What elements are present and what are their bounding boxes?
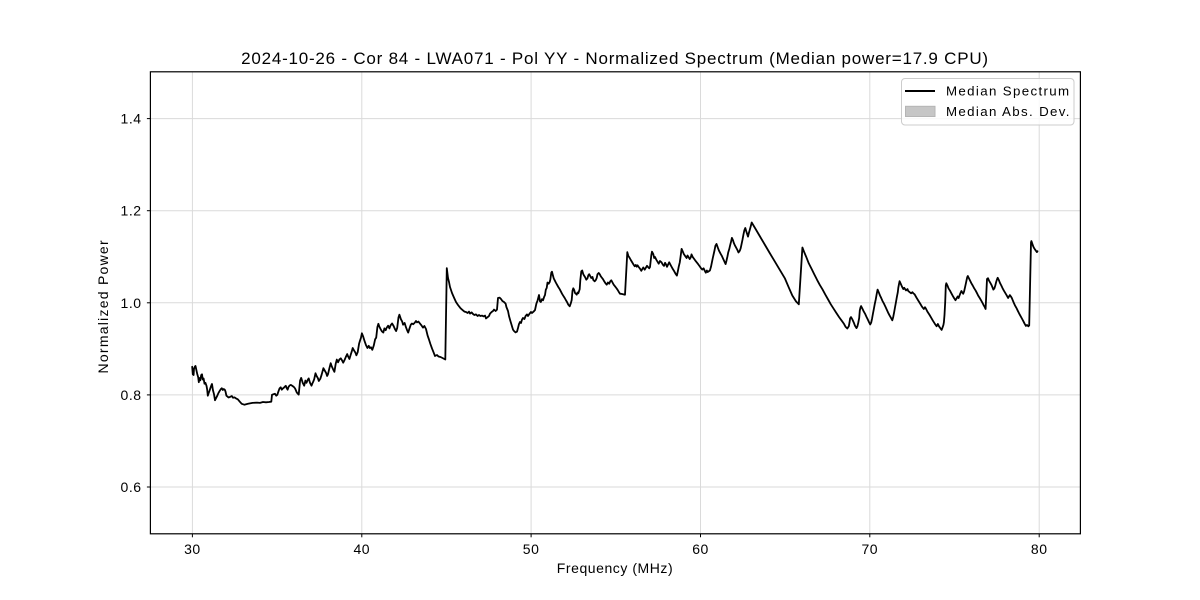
svg-text:1.2: 1.2 [121, 203, 142, 219]
svg-text:50: 50 [523, 541, 540, 557]
svg-text:1.0: 1.0 [121, 295, 142, 311]
svg-text:Median Abs. Dev.: Median Abs. Dev. [946, 104, 1071, 119]
svg-text:70: 70 [862, 541, 879, 557]
svg-text:40: 40 [354, 541, 371, 557]
svg-text:Normalized Power: Normalized Power [95, 239, 111, 373]
svg-text:60: 60 [692, 541, 709, 557]
svg-text:Median Spectrum: Median Spectrum [946, 84, 1070, 99]
svg-text:80: 80 [1031, 541, 1048, 557]
svg-text:Frequency (MHz): Frequency (MHz) [557, 560, 673, 576]
svg-text:1.4: 1.4 [121, 111, 142, 127]
svg-text:2024-10-26 - Cor 84 - LWA071 -: 2024-10-26 - Cor 84 - LWA071 - Pol YY - … [241, 49, 989, 68]
svg-text:0.6: 0.6 [121, 479, 142, 495]
svg-text:30: 30 [184, 541, 201, 557]
svg-text:0.8: 0.8 [121, 387, 142, 403]
